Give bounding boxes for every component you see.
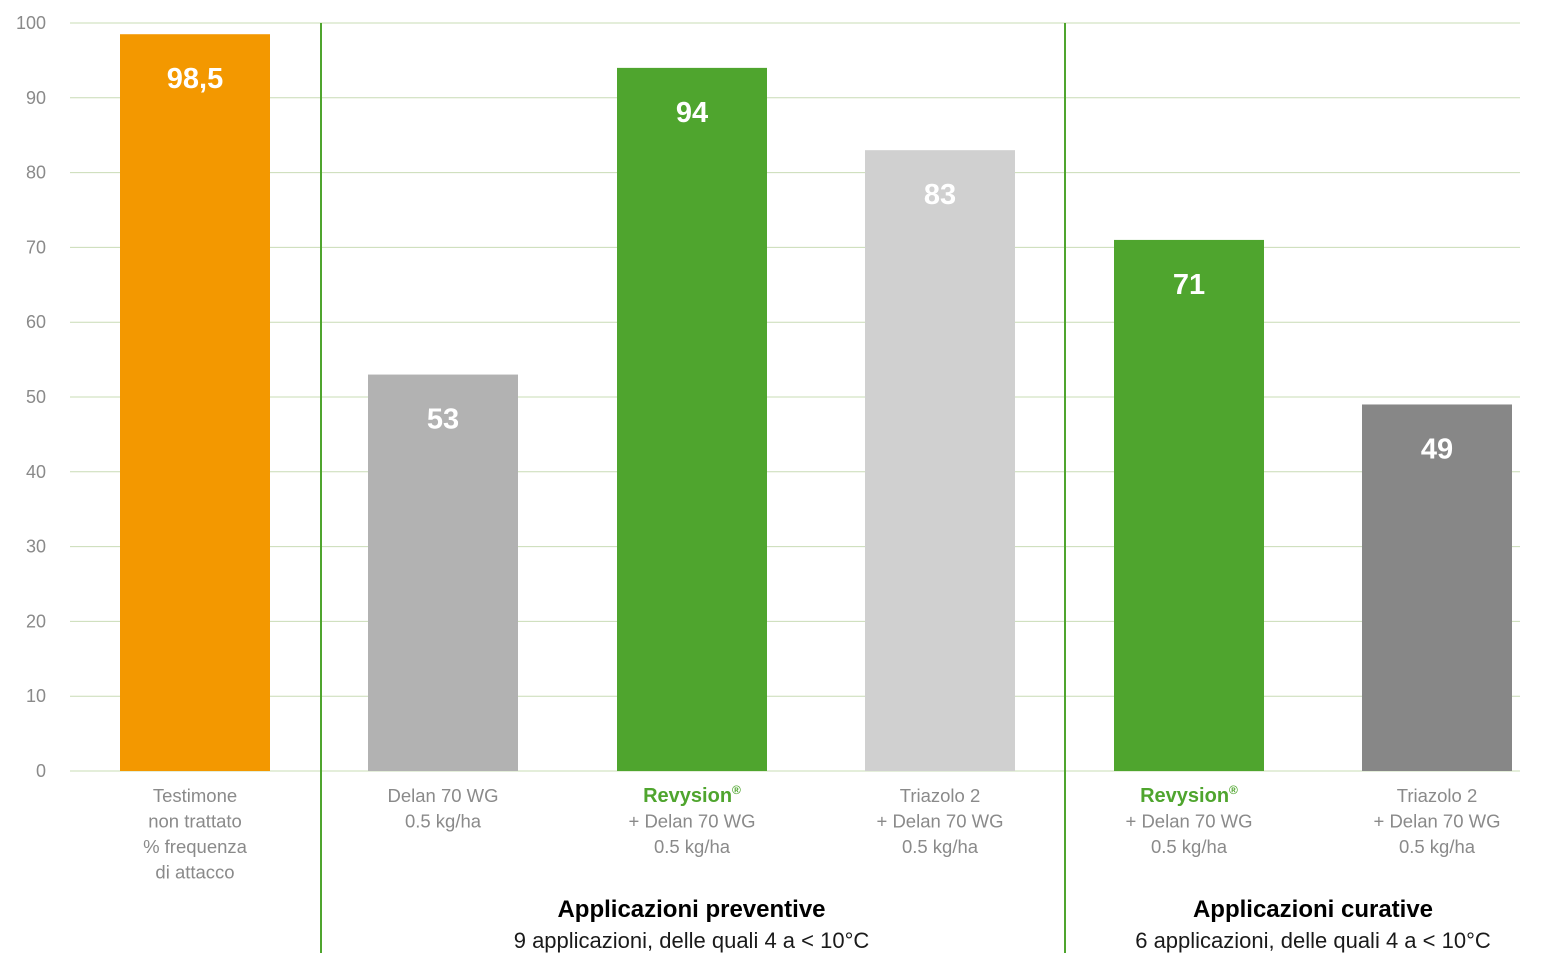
category-labels: Testimone non trattato % frequenza di attac…: [143, 783, 1500, 883]
y-tick-label: 60: [26, 312, 46, 332]
category-label-line: + Delan 70 WG: [1374, 811, 1501, 832]
bar-value-label: 94: [676, 97, 708, 129]
y-tick-label: 90: [26, 88, 46, 108]
category-label-line: + Delan 70 WG: [1126, 811, 1253, 832]
category-label-line: 0.5 kg/ha: [1151, 836, 1228, 857]
category-label-line: non trattato: [148, 811, 242, 832]
category-label-line: di attacco: [155, 862, 234, 883]
bar: [865, 150, 1015, 771]
y-tick-label: 50: [26, 387, 46, 407]
bars: 98,5 53 94 83 71 49: [120, 34, 1512, 772]
category-label-line: 0.5 kg/ha: [902, 836, 979, 857]
bar: [1362, 404, 1512, 771]
bar-value-label: 98,5: [167, 63, 223, 95]
bar-value-label: 49: [1421, 433, 1453, 465]
group-subtitle: 9 applicazioni, delle quali 4 a < 10°C: [514, 928, 870, 953]
group-title: Applicazioni preventive: [557, 896, 825, 923]
group-subtitle: 6 applicazioni, delle quali 4 a < 10°C: [1135, 928, 1491, 953]
y-tick-label: 20: [26, 611, 46, 631]
group-title: Applicazioni curative: [1193, 896, 1433, 923]
y-tick-label: 100: [16, 13, 46, 33]
group-separators: [320, 23, 1066, 953]
category-label-line: 0.5 kg/ha: [654, 836, 731, 857]
category-label-line: Delan 70 WG: [387, 785, 498, 806]
bar-value-label: 71: [1173, 269, 1205, 301]
category-brand-label: Revysion®: [643, 783, 741, 807]
bar-value-label: 83: [924, 179, 956, 211]
y-tick-label: 10: [26, 686, 46, 706]
y-tick-label: 80: [26, 163, 46, 183]
y-tick-label: 30: [26, 537, 46, 557]
y-tick-label: 70: [26, 237, 46, 257]
category-label-line: 0.5 kg/ha: [1399, 836, 1476, 857]
bar: [1114, 239, 1264, 772]
category-label-line: Triazolo 2: [1397, 785, 1478, 806]
bar: [617, 67, 767, 771]
category-label-line: Triazolo 2: [900, 785, 981, 806]
bar: [368, 374, 518, 771]
bar: [120, 34, 270, 772]
category-label-line: % frequenza: [143, 836, 248, 857]
category-label-line: + Delan 70 WG: [877, 811, 1004, 832]
y-tick-label: 40: [26, 462, 46, 482]
category-label-line: Testimone: [153, 785, 237, 806]
category-label-line: + Delan 70 WG: [629, 811, 756, 832]
group-labels: Applicazioni preventive 9 applicazioni, d…: [514, 896, 1491, 953]
y-tick-label: 0: [36, 761, 46, 781]
bar-value-label: 53: [427, 404, 459, 436]
category-label-line: 0.5 kg/ha: [405, 811, 482, 832]
y-axis-ticks: 0 10 20 30 40 50 60 70 80 90 100: [16, 13, 46, 781]
grid-lines: [70, 22, 1520, 772]
category-brand-label: Revysion®: [1140, 783, 1238, 807]
